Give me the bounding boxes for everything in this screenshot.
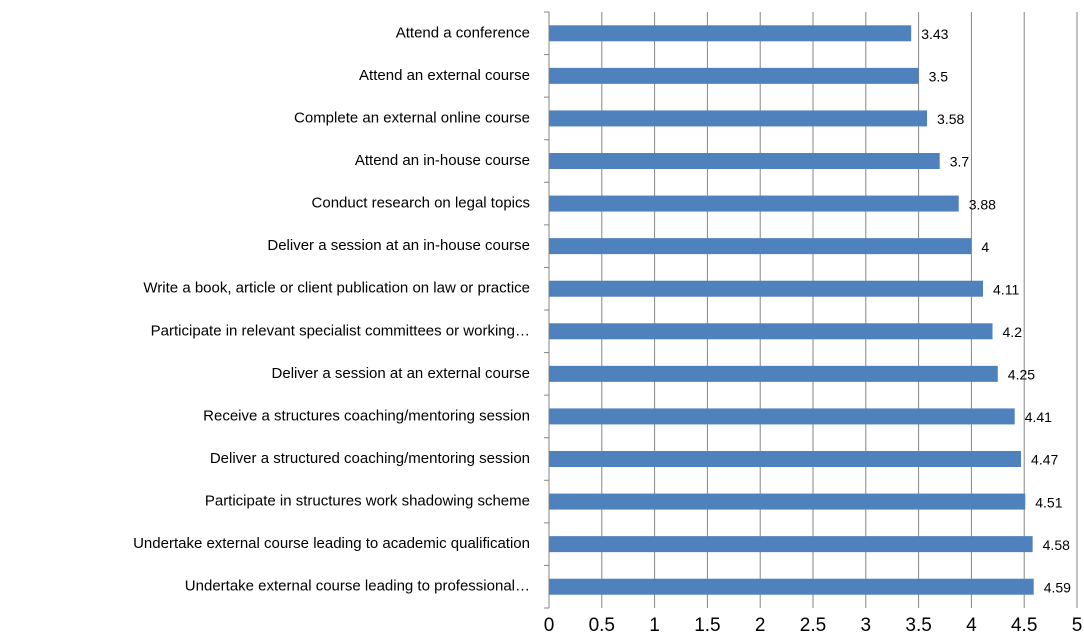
x-tick-label: 2.5: [800, 615, 826, 632]
bar: [549, 280, 984, 297]
value-label: 4.59: [1044, 579, 1071, 595]
category-label: Attend a conference: [396, 24, 530, 41]
bar: [549, 238, 972, 255]
value-label: 4.51: [1035, 494, 1062, 510]
value-label: 4.11: [993, 281, 1019, 297]
x-tick-label: 0: [544, 615, 555, 632]
x-tick-label: 3: [861, 615, 872, 632]
bar: [549, 451, 1022, 467]
category-label: Complete an external online course: [294, 109, 530, 126]
value-label: 4: [981, 239, 989, 255]
bar: [549, 195, 959, 212]
category-label: Participate in structures work shadowing…: [205, 493, 530, 510]
bar: [549, 365, 998, 382]
x-tick-label: 2: [755, 615, 766, 632]
x-tick-label: 4: [966, 615, 977, 632]
bar: [549, 323, 993, 340]
x-tick-label: 5: [1072, 615, 1083, 632]
category-label: Attend an in-house course: [355, 152, 530, 169]
value-label: 3.7: [950, 154, 970, 170]
category-label: Undertake external course leading to pro…: [185, 578, 530, 595]
value-label: 3.5: [929, 69, 949, 85]
bar: [549, 493, 1026, 510]
value-label: 4.58: [1043, 537, 1070, 553]
category-label: Write a book, article or client publicat…: [143, 280, 530, 297]
category-label: Receive a structures coaching/mentoring …: [203, 407, 530, 424]
x-tick-label: 4.5: [1011, 615, 1037, 632]
x-tick-label: 0.5: [589, 615, 615, 632]
bar: [549, 67, 919, 84]
category-label: Deliver a session at an in-house course: [267, 237, 530, 254]
bar: [549, 153, 940, 169]
value-label: 4.47: [1031, 452, 1058, 468]
value-label: 4.41: [1025, 409, 1052, 425]
bar: [549, 25, 912, 42]
value-label: 3.43: [921, 26, 948, 42]
category-label: Attend an external course: [359, 67, 530, 84]
value-label: 4.2: [1003, 324, 1023, 340]
value-label: 3.88: [969, 196, 996, 212]
category-label: Deliver a session at an external course: [272, 365, 530, 382]
bar: [549, 110, 928, 127]
value-label: 4.25: [1008, 367, 1035, 383]
x-tick-label: 3.5: [905, 615, 931, 632]
category-label: Undertake external course leading to aca…: [133, 535, 530, 552]
category-label: Conduct research on legal topics: [312, 195, 530, 212]
bar: [549, 536, 1033, 553]
bar: [549, 408, 1015, 425]
value-label: 3.58: [937, 111, 964, 127]
category-label: Participate in relevant specialist commi…: [151, 322, 530, 339]
x-tick-label: 1.5: [694, 615, 720, 632]
x-tick-label: 1: [649, 615, 660, 632]
bar: [549, 578, 1034, 595]
category-label: Deliver a structured coaching/mentoring …: [210, 450, 530, 467]
